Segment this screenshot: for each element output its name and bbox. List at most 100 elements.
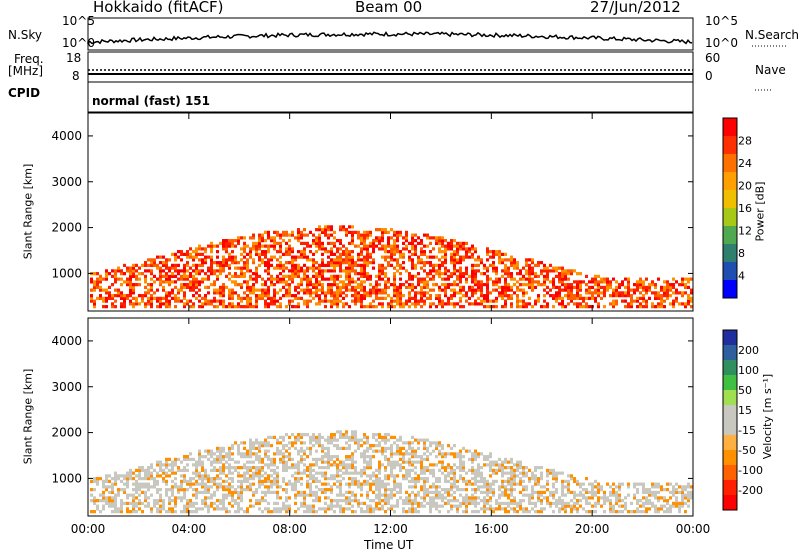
- heatmap-cell: [561, 493, 564, 497]
- heatmap-cell: [273, 479, 276, 483]
- heatmap-cell: [111, 269, 114, 273]
- heatmap-cell: [531, 477, 534, 481]
- heatmap-cell: [372, 244, 375, 248]
- heatmap-cell: [459, 457, 462, 461]
- heatmap-cell: [192, 463, 195, 467]
- heatmap-cell: [675, 299, 678, 303]
- heatmap-cell: [366, 446, 369, 450]
- heatmap-cell: [285, 466, 288, 470]
- heatmap-cell: [444, 269, 447, 273]
- heatmap-cell: [441, 463, 444, 467]
- heatmap-cell: [117, 490, 120, 494]
- heatmap-cell: [294, 255, 297, 259]
- heatmap-cell: [123, 296, 126, 300]
- heatmap-cell: [627, 482, 630, 486]
- heatmap-cell: [486, 274, 489, 278]
- heatmap-cell: [585, 510, 588, 514]
- heatmap-cell: [285, 463, 288, 467]
- heatmap-cell: [348, 255, 351, 259]
- heatmap-cell: [510, 474, 513, 478]
- heatmap-cell: [246, 296, 249, 300]
- heatmap-cell: [156, 255, 159, 259]
- heatmap-cell: [156, 296, 159, 300]
- heatmap-cell: [405, 449, 408, 453]
- heatmap-cell: [624, 277, 627, 281]
- heatmap-cell: [534, 510, 537, 514]
- heatmap-cell: [231, 274, 234, 278]
- heatmap-cell: [315, 241, 318, 245]
- heatmap-cell: [192, 471, 195, 475]
- heatmap-cell: [339, 430, 342, 434]
- heatmap-cell: [315, 266, 318, 270]
- heatmap-cell: [318, 507, 321, 511]
- heatmap-cell: [417, 446, 420, 450]
- heatmap-cell: [327, 250, 330, 254]
- heatmap-cell: [261, 261, 264, 265]
- heatmap-cell: [420, 477, 423, 481]
- heatmap-cell: [318, 302, 321, 306]
- heatmap-cell: [309, 291, 312, 295]
- heatmap-cell: [486, 250, 489, 254]
- heatmap-cell: [135, 479, 138, 483]
- heatmap-cell: [132, 302, 135, 306]
- heatmap-cell: [336, 468, 339, 472]
- heatmap-cell: [201, 277, 204, 281]
- heatmap-cell: [201, 474, 204, 478]
- heatmap-cell: [339, 288, 342, 292]
- heatmap-cell: [420, 294, 423, 298]
- heatmap-cell: [318, 435, 321, 439]
- heatmap-cell: [210, 504, 213, 508]
- heatmap-cell: [510, 457, 513, 461]
- heatmap-cell: [267, 510, 270, 514]
- heatmap-cell: [159, 274, 162, 278]
- heatmap-cell: [408, 457, 411, 461]
- heatmap-cell: [159, 266, 162, 270]
- heatmap-cell: [357, 263, 360, 267]
- heatmap-cell: [453, 302, 456, 306]
- heatmap-cell: [132, 471, 135, 475]
- heatmap-cell: [258, 263, 261, 267]
- heatmap-cell: [441, 499, 444, 503]
- heatmap-cell: [306, 288, 309, 292]
- heatmap-cell: [222, 241, 225, 245]
- heatmap-cell: [315, 302, 318, 306]
- heatmap-cell: [309, 477, 312, 481]
- heatmap-cell: [618, 485, 621, 489]
- heatmap-cell: [504, 269, 507, 273]
- heatmap-cell: [276, 441, 279, 445]
- heatmap-cell: [378, 501, 381, 505]
- heatmap-cell: [141, 490, 144, 494]
- heatmap-cell: [402, 460, 405, 464]
- heatmap-cell: [177, 263, 180, 267]
- heatmap-cell: [540, 490, 543, 494]
- heatmap-cell: [345, 285, 348, 289]
- heatmap-cell: [363, 510, 366, 514]
- heatmap-cell: [327, 488, 330, 492]
- y-tick-label: 2000: [51, 221, 82, 235]
- heatmap-cell: [192, 255, 195, 259]
- heatmap-cell: [411, 468, 414, 472]
- heatmap-cell: [333, 291, 336, 295]
- heatmap-cell: [159, 277, 162, 281]
- colorbar-frame: [722, 329, 738, 511]
- heatmap-cell: [330, 485, 333, 489]
- heatmap-cell: [258, 449, 261, 453]
- heatmap-cell: [102, 493, 105, 497]
- heatmap-cell: [555, 488, 558, 492]
- heatmap-cell: [354, 510, 357, 514]
- heatmap-cell: [438, 449, 441, 453]
- heatmap-cell: [450, 241, 453, 245]
- heatmap-cell: [492, 482, 495, 486]
- heatmap-cell: [336, 255, 339, 259]
- heatmap-cell: [372, 499, 375, 503]
- heatmap-cell: [273, 277, 276, 281]
- heatmap-cell: [606, 280, 609, 284]
- heatmap-cell: [330, 274, 333, 278]
- heatmap-cell: [294, 266, 297, 270]
- heatmap-cell: [480, 485, 483, 489]
- heatmap-cell: [465, 488, 468, 492]
- heatmap-cell: [276, 479, 279, 483]
- heatmap-cell: [489, 468, 492, 472]
- heatmap-cell: [216, 504, 219, 508]
- heatmap-cell: [645, 510, 648, 514]
